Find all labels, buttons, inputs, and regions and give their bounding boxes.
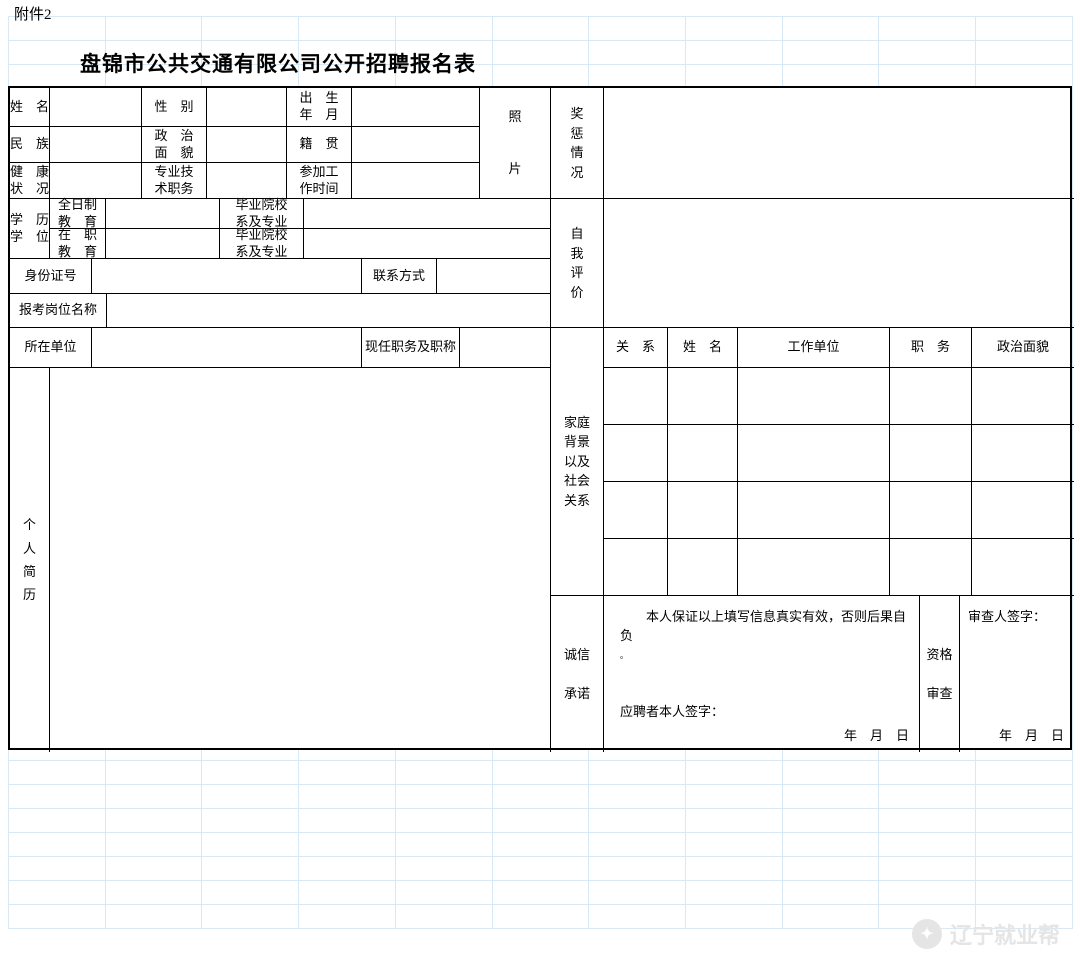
approval-content: 审查人签字： 年 月 日 <box>960 596 1074 752</box>
form-title: 盘锦市公共交通有限公司公开招聘报名表 <box>80 48 476 78</box>
label-prof-title: 专业技 术职务 <box>142 163 207 199</box>
attachment-label: 附件2 <box>14 3 52 24</box>
family-row[interactable] <box>972 425 1074 482</box>
family-row[interactable] <box>972 482 1074 539</box>
family-row[interactable] <box>890 539 972 596</box>
family-row[interactable] <box>604 539 668 596</box>
value-health[interactable] <box>50 163 142 199</box>
label-id-number: 身份证号 <box>10 259 92 294</box>
label-health: 健 康 状 况 <box>10 163 50 199</box>
family-header-name: 姓 名 <box>668 328 738 368</box>
pledge-date: 年 月 日 <box>844 725 909 744</box>
family-row[interactable] <box>668 482 738 539</box>
label-family: 家庭 背景 以及 社会 关系 <box>551 328 604 596</box>
value-work-start[interactable] <box>352 163 480 199</box>
label-birth: 出 生 年 月 <box>287 88 352 127</box>
value-birth[interactable] <box>352 88 480 127</box>
value-ethnicity[interactable] <box>50 127 142 163</box>
value-contact[interactable] <box>437 259 551 294</box>
value-fulltime-degree[interactable] <box>106 199 220 229</box>
label-gender: 性 别 <box>142 88 207 127</box>
family-row[interactable] <box>604 368 668 425</box>
value-id-number[interactable] <box>92 259 362 294</box>
family-row[interactable] <box>604 425 668 482</box>
value-rewards[interactable] <box>604 88 1074 199</box>
family-row[interactable] <box>738 539 890 596</box>
approval-signature-label: 审查人签字： <box>968 606 1066 625</box>
label-name: 姓 名 <box>10 88 50 127</box>
label-fulltime-edu: 全日制 教 育 <box>50 199 106 229</box>
label-political: 政 治 面 貌 <box>142 127 207 163</box>
family-header-unit: 工作单位 <box>738 328 890 368</box>
family-header-relation: 关 系 <box>604 328 668 368</box>
watermark-text: 辽宁就业帮 <box>950 918 1060 950</box>
family-header-political: 政治面貌 <box>972 328 1074 368</box>
value-onjob-major[interactable] <box>304 229 551 259</box>
label-contact: 联系方式 <box>362 259 437 294</box>
value-current-title[interactable] <box>460 328 551 368</box>
family-row[interactable] <box>738 368 890 425</box>
family-row[interactable] <box>890 482 972 539</box>
family-header-duty: 职 务 <box>890 328 972 368</box>
pledge-text: 本人保证以上填写信息真实有效，否则后果自负 <box>620 609 906 643</box>
value-gender[interactable] <box>207 88 287 127</box>
pledge-content: 本人保证以上填写信息真实有效，否则后果自负 。 应聘者本人签字： 年 月 日 <box>604 596 920 752</box>
value-resume[interactable] <box>50 368 551 752</box>
value-current-unit[interactable] <box>92 328 362 368</box>
label-native: 籍 贯 <box>287 127 352 163</box>
pledge-signature-label: 应聘者本人签字： <box>620 701 911 720</box>
family-row[interactable] <box>890 368 972 425</box>
label-onjob-major: 毕业院校 系及专业 <box>220 229 304 259</box>
family-row[interactable] <box>972 368 1074 425</box>
label-edu-degree: 学 历 学 位 <box>10 199 50 259</box>
label-current-unit: 所在单位 <box>10 328 92 368</box>
label-rewards: 奖 惩 情 况 <box>551 88 604 199</box>
family-row[interactable] <box>738 425 890 482</box>
label-work-start: 参加工 作时间 <box>287 163 352 199</box>
label-onjob-edu: 在 职 教 育 <box>50 229 106 259</box>
label-ethnicity: 民 族 <box>10 127 50 163</box>
approval-date: 年 月 日 <box>999 725 1064 744</box>
family-row[interactable] <box>668 368 738 425</box>
wechat-icon: ✦ <box>912 919 942 949</box>
watermark: ✦ 辽宁就业帮 <box>912 918 1060 950</box>
family-row[interactable] <box>668 539 738 596</box>
label-position-applied: 报考岗位名称 <box>10 294 107 328</box>
value-political[interactable] <box>207 127 287 163</box>
label-resume: 个 人 简 历 <box>10 368 50 752</box>
value-position-applied[interactable] <box>107 294 551 328</box>
family-row[interactable] <box>972 539 1074 596</box>
label-pledge: 诚信 承诺 <box>551 596 604 752</box>
value-self-eval[interactable] <box>604 199 1074 328</box>
value-fulltime-major[interactable] <box>304 199 551 229</box>
family-row[interactable] <box>668 425 738 482</box>
family-row[interactable] <box>604 482 668 539</box>
label-photo: 照 片 <box>480 88 551 199</box>
registration-form: 姓 名 性 别 出 生 年 月 民 族 政 治 面 貌 籍 贯 健 康 状 况 … <box>8 86 1072 750</box>
value-onjob-degree[interactable] <box>106 229 220 259</box>
label-approval: 资格 审查 <box>920 596 960 752</box>
label-fulltime-major: 毕业院校 系及专业 <box>220 199 304 229</box>
value-name[interactable] <box>50 88 142 127</box>
label-current-title: 现任职务及职称 <box>362 328 460 368</box>
family-row[interactable] <box>890 425 972 482</box>
label-self-eval: 自 我 评 价 <box>551 199 604 328</box>
value-prof-title[interactable] <box>207 163 287 199</box>
family-row[interactable] <box>738 482 890 539</box>
value-native[interactable] <box>352 127 480 163</box>
